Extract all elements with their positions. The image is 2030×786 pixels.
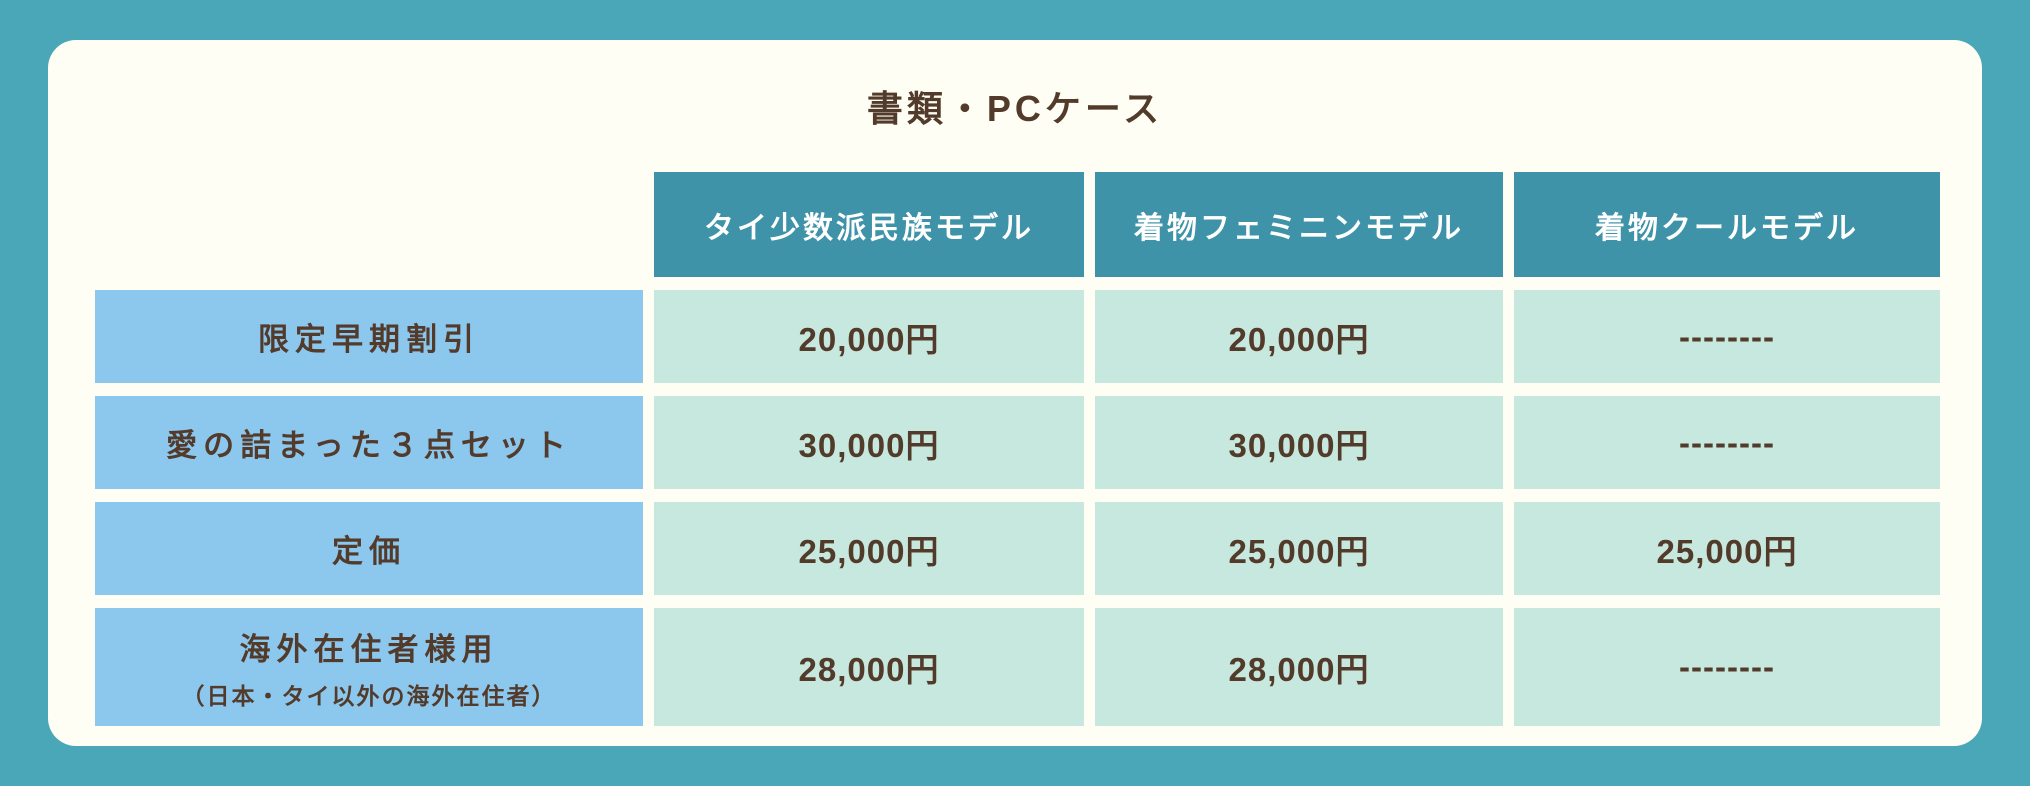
price-cell: 30,000円	[1095, 396, 1503, 489]
pricing-table: タイ少数派民族モデル 着物フェミニンモデル 着物クールモデル 限定早期割引 20…	[95, 172, 1940, 726]
price-cell: 25,000円	[1514, 502, 1940, 595]
row-label-overseas-main: 海外在住者様用	[239, 631, 499, 667]
row-label-overseas-sub: （日本・タイ以外の海外在住者）	[181, 682, 557, 709]
row-label-early-discount: 限定早期割引	[95, 290, 643, 383]
row-label-overseas-residents: 海外在住者様用 （日本・タイ以外の海外在住者）	[95, 608, 643, 726]
row-label-list-price: 定価	[95, 502, 643, 595]
price-cell: --------	[1514, 396, 1940, 489]
price-cell: 25,000円	[654, 502, 1084, 595]
column-header-kimono-cool-model: 着物クールモデル	[1514, 172, 1940, 277]
row-label-three-piece-set: 愛の詰まった３点セット	[95, 396, 643, 489]
price-cell: --------	[1514, 290, 1940, 383]
price-cell: 30,000円	[654, 396, 1084, 489]
price-cell: 25,000円	[1095, 502, 1503, 595]
price-cell: 28,000円	[654, 608, 1084, 726]
page-title: 書類・PCケース	[866, 88, 1164, 129]
header-spacer	[95, 172, 643, 277]
price-cell: 28,000円	[1095, 608, 1503, 726]
price-cell: --------	[1514, 608, 1940, 726]
column-header-thai-minority-model: タイ少数派民族モデル	[654, 172, 1084, 277]
pricing-card: 書類・PCケース タイ少数派民族モデル 着物フェミニンモデル 着物クールモデル …	[48, 40, 1982, 746]
column-header-kimono-feminine-model: 着物フェミニンモデル	[1095, 172, 1503, 277]
price-cell: 20,000円	[1095, 290, 1503, 383]
price-cell: 20,000円	[654, 290, 1084, 383]
